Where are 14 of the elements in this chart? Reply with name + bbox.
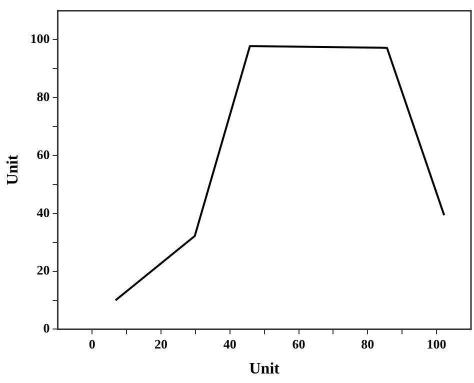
x-tick-label: 80 [361,336,374,352]
x-tick-label: 20 [154,336,168,352]
y-tick-label: 60 [36,146,50,162]
y-axis-title: Unit [4,154,22,186]
y-tick-label: 40 [36,204,50,220]
x-tick-label: 60 [292,336,306,352]
x-axis-title: Unit [249,360,280,378]
x-tick-label: 0 [88,336,96,352]
x-tick-label: 100 [426,336,446,352]
y-tick-label: 80 [36,88,50,104]
y-tick-label: 100 [30,31,50,46]
x-tick-label: 40 [223,336,236,352]
y-tick-label: 20 [36,262,50,278]
y-tick-label: 0 [43,320,50,336]
